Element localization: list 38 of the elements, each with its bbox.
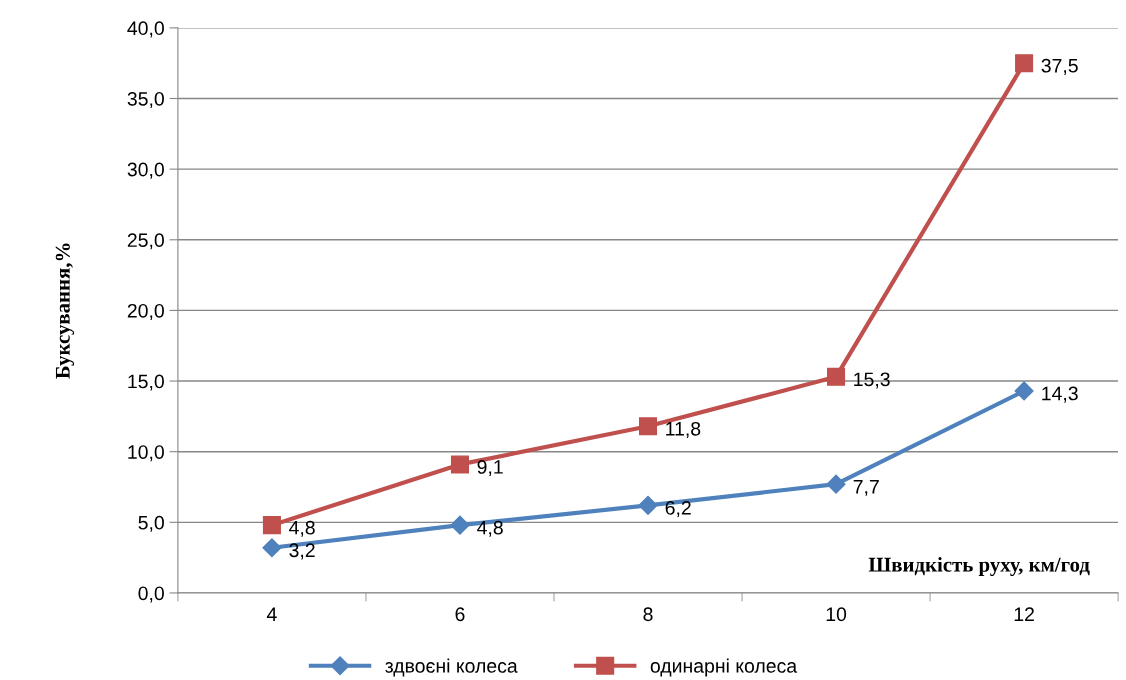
y-tick-label: 25,0: [127, 233, 164, 250]
legend-label: одинарні колеса: [650, 658, 798, 677]
data-label: 4,8: [477, 520, 503, 537]
x-tick-label: 10: [826, 607, 847, 622]
x-tick-label: 4: [266, 607, 277, 621]
point: [262, 516, 281, 535]
point: [1015, 54, 1034, 73]
data-label: 15,3: [854, 372, 890, 389]
y-tick-label: 40,0: [127, 21, 164, 38]
point: [827, 367, 846, 386]
x-tick-label: 12: [1014, 607, 1034, 621]
y-tick-label: 5,0: [138, 515, 164, 532]
point: [638, 417, 658, 436]
data-label: 4,8: [289, 520, 315, 537]
data-label: 3,2: [289, 543, 315, 560]
point: [262, 538, 282, 558]
x-tick-label: 6: [455, 607, 465, 622]
data-label: 6,2: [665, 500, 691, 518]
point: [826, 474, 846, 494]
data-label: 7,7: [853, 480, 879, 496]
y-tick-label: 35,0: [127, 91, 164, 109]
y-axis-title: Буксування,%: [55, 243, 75, 379]
x-tick-label: 8: [643, 607, 653, 622]
point: [638, 495, 658, 515]
data-label: 37,5: [1041, 58, 1078, 75]
point: [450, 515, 470, 535]
y-tick-label: 10,0: [128, 445, 164, 462]
point: [450, 455, 469, 474]
y-tick-label: 15,0: [128, 374, 164, 391]
y-tick-label: 20,0: [127, 303, 164, 320]
data-label: 11,8: [666, 421, 701, 438]
point: [1014, 381, 1034, 401]
x-axis-title: Швидкість руху, км/год: [868, 557, 1090, 577]
data-label: 14,3: [1042, 386, 1078, 403]
y-tick-label: 30,0: [127, 162, 164, 179]
data-label: 9,1: [477, 460, 503, 477]
y-tick-label: 0,0: [138, 586, 164, 603]
legend-label: здвоєні колеса: [385, 658, 518, 677]
